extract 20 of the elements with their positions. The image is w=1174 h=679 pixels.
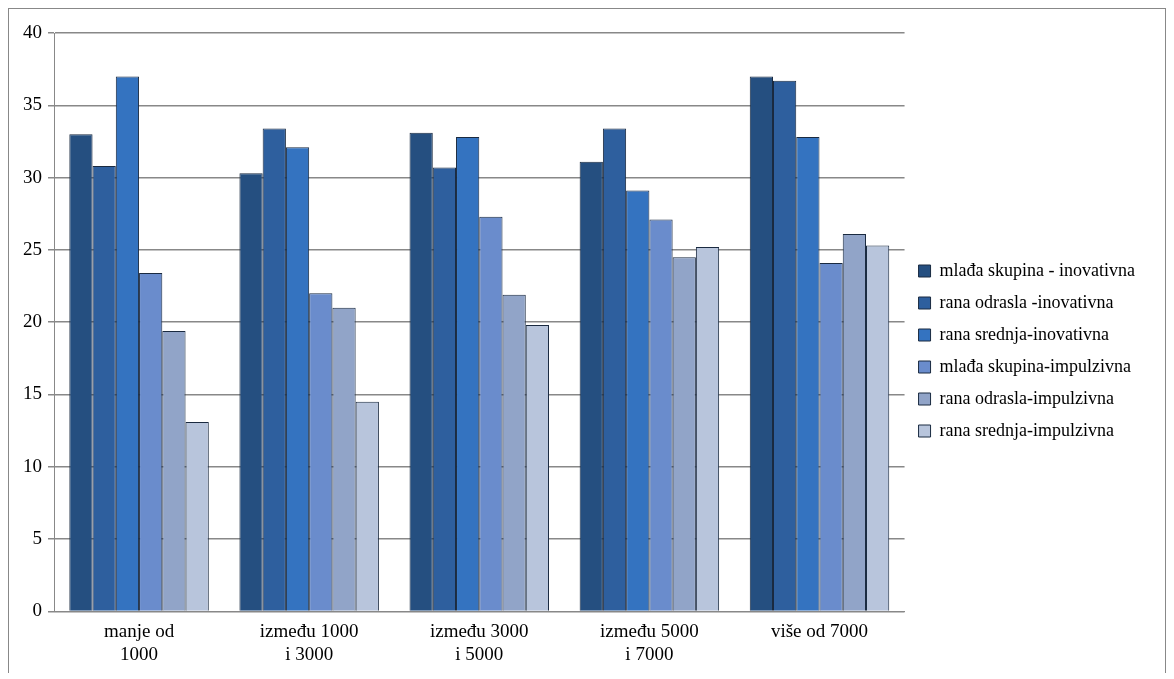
- legend-label: rana odrasla-impulzivna: [939, 387, 1114, 408]
- y-tick-label: 15: [23, 382, 42, 404]
- y-tick-label: 25: [23, 237, 42, 259]
- x-tick-label: između 5000 i 7000: [600, 619, 699, 664]
- legend-label: rana srednja-impulzivna: [939, 419, 1114, 440]
- y-tick-label: 5: [32, 527, 42, 549]
- legend-label: mlađa skupina - inovativna: [939, 259, 1136, 280]
- legend-label: rana srednja-inovativna: [939, 323, 1109, 344]
- x-tick-label: između 1000 i 3000: [259, 619, 359, 664]
- y-tick-label: 40: [23, 20, 42, 42]
- legend-label: rana odrasla -inovativna: [939, 291, 1114, 312]
- legend-label: mlađa skupina-impulzivna: [939, 355, 1132, 376]
- y-tick-label: 35: [23, 93, 42, 115]
- x-tick-label: između 3000 i 5000: [429, 619, 529, 664]
- y-tick-label: 20: [23, 310, 42, 332]
- x-tick-label: više od 7000: [770, 619, 869, 641]
- x-tick-label: manje od 1000: [103, 619, 175, 664]
- y-tick-label: 30: [23, 165, 42, 187]
- y-tick-label: 10: [23, 454, 42, 476]
- y-tick-label: 0: [32, 599, 42, 621]
